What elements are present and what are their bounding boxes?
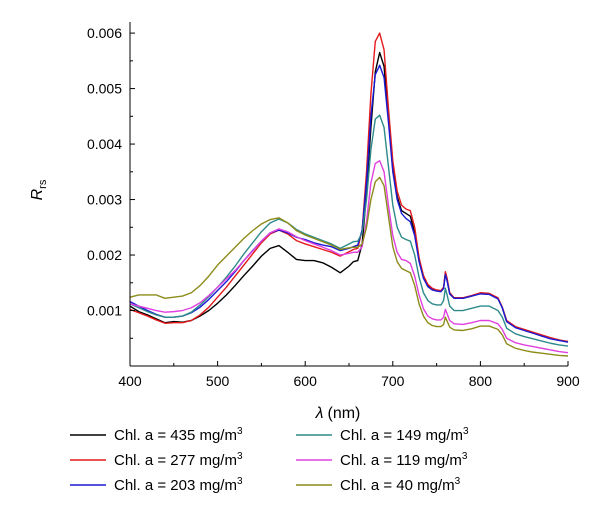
legend-label: Chl. a = 149 mg/m3 (340, 426, 469, 444)
ticks: 400 500 600 700 800 900 0.001 0.002 0.003 0.004 0.… (87, 25, 580, 389)
series-line-4 (129, 114, 569, 347)
y-tick-label: 0.005 (87, 81, 122, 97)
legend-label: Chl. a = 277 mg/m3 (114, 451, 243, 469)
x-tick-label: 800 (469, 373, 493, 389)
y-tick-label: 0.004 (87, 136, 122, 152)
series-line-2 (129, 32, 569, 343)
x-tick-label: 500 (206, 373, 230, 389)
y-tick-label: 0.006 (87, 25, 122, 41)
legend: Chl. a = 435 mg/m3 Chl. a = 277 mg/m3 Chl.… (70, 426, 469, 494)
x-tick-label: 600 (294, 373, 318, 389)
legend-label: Chl. a = 203 mg/m3 (114, 476, 243, 494)
y-axis-label: Rrs (29, 179, 49, 200)
x-tick-label: 400 (118, 373, 142, 389)
legend-entry-2: Chl. a = 277 mg/m3 (70, 451, 243, 469)
axes (129, 22, 568, 367)
x-tick-label: 700 (381, 373, 405, 389)
y-tick-label: 0.001 (87, 303, 122, 319)
legend-entry-3: Chl. a = 203 mg/m3 (70, 476, 243, 494)
x-axis-label: λ (nm) (315, 405, 361, 422)
series-line-1 (129, 51, 569, 343)
legend-label: Chl. a = 435 mg/m3 (114, 426, 243, 444)
legend-entry-4: Chl. a = 149 mg/m3 (296, 426, 469, 444)
series-line-5 (129, 160, 569, 354)
series-line-3 (129, 64, 569, 343)
y-tick-label: 0.002 (87, 247, 122, 263)
x-tick-label: 900 (556, 373, 580, 389)
y-tick-label: 0.003 (87, 192, 122, 208)
legend-label: Chl. a = 119 mg/m3 (340, 451, 468, 469)
series-line-6 (129, 176, 569, 357)
legend-label: Chl. a = 40 mg/m3 (340, 476, 461, 494)
legend-entry-1: Chl. a = 435 mg/m3 (70, 426, 243, 444)
legend-entry-6: Chl. a = 40 mg/m3 (296, 476, 461, 494)
legend-entry-5: Chl. a = 119 mg/m3 (296, 451, 468, 469)
plot-area (129, 32, 569, 357)
